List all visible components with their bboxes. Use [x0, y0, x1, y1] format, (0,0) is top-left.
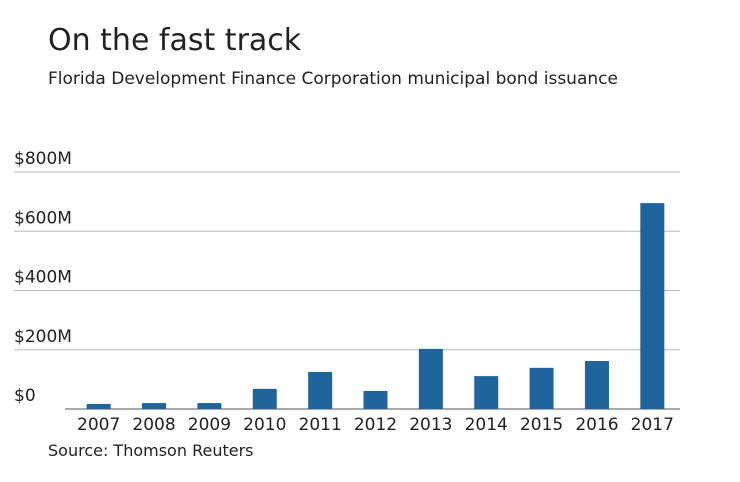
bar	[252, 388, 277, 409]
y-tick-label: $400M	[14, 268, 72, 288]
x-tick-label: 2009	[188, 415, 231, 435]
x-tick-label: 2015	[520, 415, 563, 435]
y-tick-label: $600M	[14, 208, 72, 228]
x-tick-label: 2014	[465, 415, 508, 435]
x-tick-label: 2011	[299, 415, 342, 435]
x-tick-label: 2007	[77, 415, 120, 435]
bar	[197, 403, 222, 409]
chart-subtitle: Florida Development Finance Corporation …	[48, 69, 618, 89]
x-tick-label: 2010	[243, 415, 286, 435]
bar	[86, 403, 111, 409]
source: Source: Thomson Reuters	[48, 441, 253, 460]
x-tick-label: 2013	[409, 415, 452, 435]
x-tick-label: 2008	[132, 415, 175, 435]
x-tick-label: 2012	[354, 415, 397, 435]
bar	[142, 403, 167, 409]
bar	[418, 348, 443, 409]
x-tick-label: 2017	[631, 415, 674, 435]
x-tick-label: 2016	[575, 415, 618, 435]
y-tick-label: $200M	[14, 327, 72, 347]
chart-title: On the fast track	[48, 23, 302, 58]
y-tick-label: $0	[14, 386, 36, 406]
bar	[308, 371, 333, 409]
bar	[529, 367, 554, 409]
y-tick-label: $800M	[14, 149, 72, 169]
bar	[363, 390, 388, 409]
bar	[584, 361, 609, 409]
bar	[640, 203, 665, 409]
bar	[474, 376, 499, 409]
